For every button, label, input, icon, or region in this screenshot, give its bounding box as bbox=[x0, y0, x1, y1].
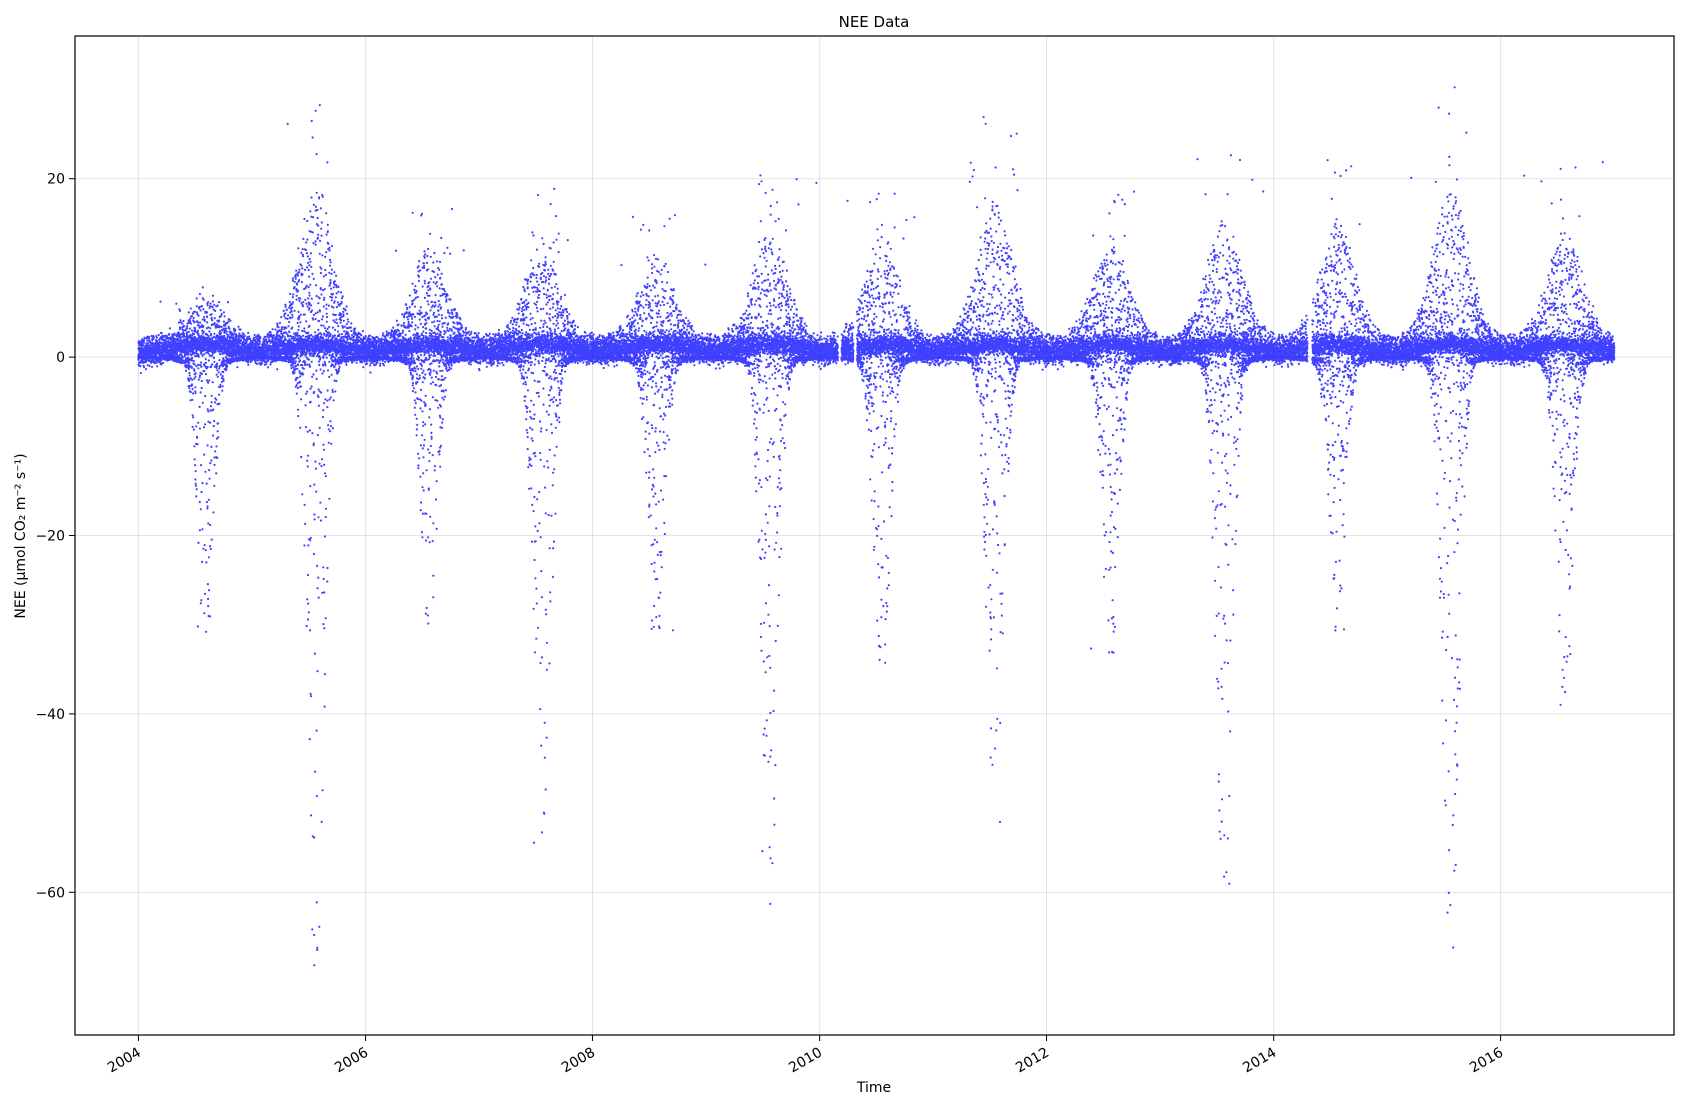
x-tick-label: 2016 bbox=[1467, 1045, 1506, 1077]
x-axis-title: Time bbox=[856, 1080, 891, 1096]
x-tick-label: 2012 bbox=[1013, 1045, 1052, 1077]
x-tick-label: 2006 bbox=[332, 1045, 371, 1077]
y-tick-label: 20 bbox=[47, 172, 65, 188]
y-tick-label: −60 bbox=[35, 885, 65, 901]
x-axis-ticks: 2004 2006 2008 2010 2012 2014 2016 bbox=[105, 1035, 1506, 1076]
x-tick-label: 2008 bbox=[559, 1045, 598, 1077]
x-tick-label: 2014 bbox=[1240, 1045, 1279, 1077]
x-tick-label: 2010 bbox=[786, 1045, 825, 1077]
y-axis-title: NEE (μmol CO₂ m⁻² s⁻¹) bbox=[13, 453, 29, 618]
y-axis-ticks: 20 0 −20 −40 −60 bbox=[35, 172, 75, 901]
grid-lines bbox=[75, 36, 1674, 1035]
y-tick-label: 0 bbox=[56, 350, 65, 366]
data-points bbox=[137, 86, 1616, 967]
y-tick-label: −40 bbox=[35, 707, 65, 723]
scatter-points bbox=[137, 86, 1616, 967]
chart-title: NEE Data bbox=[839, 13, 910, 31]
y-tick-label: −20 bbox=[35, 529, 65, 545]
x-tick-label: 2004 bbox=[105, 1045, 144, 1077]
